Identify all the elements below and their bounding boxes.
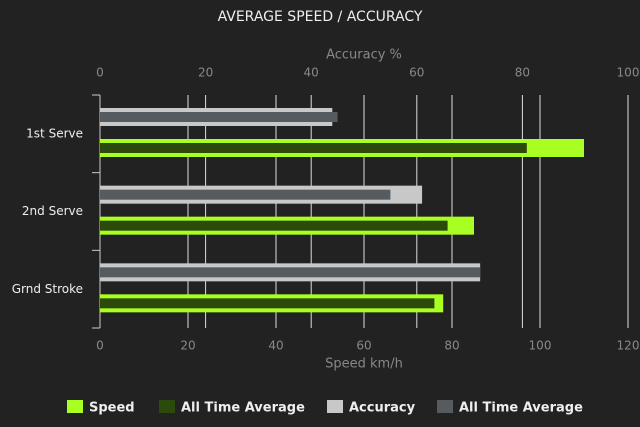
chart-title: AVERAGE SPEED / ACCURACY bbox=[218, 9, 423, 25]
legend-swatch bbox=[327, 400, 343, 413]
x2-tick-label: 100 bbox=[617, 66, 640, 80]
x2-tick-label: 60 bbox=[409, 66, 424, 80]
x-axis-title: Speed km/h bbox=[325, 357, 403, 372]
legend-swatch bbox=[67, 400, 83, 413]
x2-tick-label: 80 bbox=[515, 66, 530, 80]
legend-label: Accuracy bbox=[349, 401, 416, 416]
x2-tick-label: 40 bbox=[304, 66, 319, 80]
x2-axis-title: Accuracy % bbox=[326, 48, 402, 63]
bar bbox=[100, 143, 527, 153]
bar bbox=[100, 298, 435, 309]
legend-label: All Time Average bbox=[459, 401, 583, 416]
bar bbox=[100, 220, 448, 231]
x-tick-label: 80 bbox=[444, 339, 459, 353]
legend-swatch bbox=[437, 400, 453, 413]
x-tick-label: 20 bbox=[180, 339, 195, 353]
y-tick-label: 2nd Serve bbox=[22, 204, 83, 218]
x-tick-label: 60 bbox=[356, 339, 371, 353]
y-tick-label: Grnd Stroke bbox=[12, 282, 83, 296]
x-tick-label: 100 bbox=[529, 339, 552, 353]
x-tick-label: 120 bbox=[617, 339, 640, 353]
legend-label: All Time Average bbox=[181, 401, 305, 416]
x-tick-label: 0 bbox=[96, 339, 104, 353]
bar bbox=[100, 267, 481, 278]
x-tick-label: 40 bbox=[268, 339, 283, 353]
x2-tick-label: 0 bbox=[96, 66, 104, 80]
y-tick-label: 1st Serve bbox=[26, 127, 83, 141]
legend-label: Speed bbox=[89, 401, 135, 416]
legend-swatch bbox=[159, 400, 175, 413]
x2-tick-label: 20 bbox=[198, 66, 213, 80]
bar bbox=[100, 189, 391, 200]
bar bbox=[100, 112, 338, 122]
